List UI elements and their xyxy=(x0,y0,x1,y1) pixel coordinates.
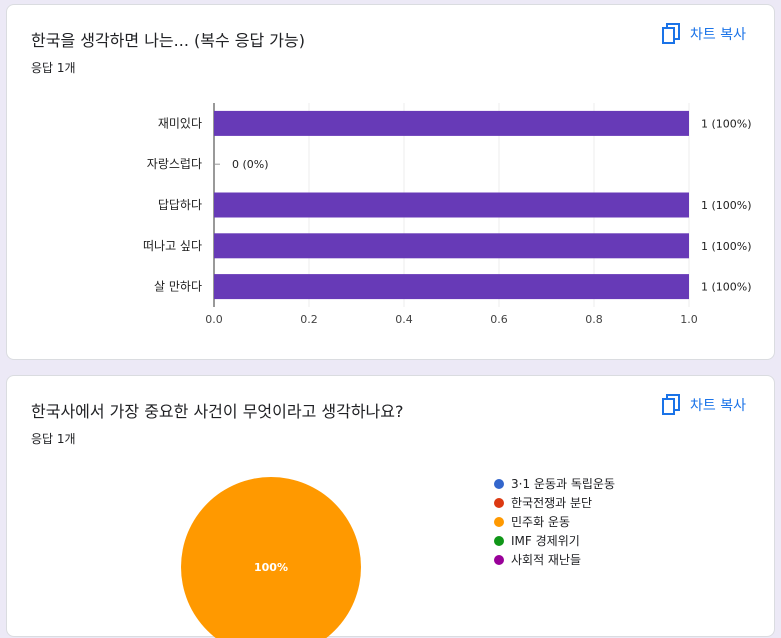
category-label: 자랑스럽다 xyxy=(147,157,202,171)
bar xyxy=(214,274,689,300)
data-label: 1 (100%) xyxy=(701,281,752,294)
legend-label: 사회적 재난들 xyxy=(511,553,582,567)
copy-chart-button[interactable]: 차트 복사 xyxy=(662,23,746,45)
data-label: 1 (100%) xyxy=(701,117,752,130)
response-count: 응답 1개 xyxy=(31,61,76,75)
legend-item: 사회적 재난들 xyxy=(494,550,615,569)
bar xyxy=(214,233,689,259)
question-title: 한국을 생각하면 나는... (복수 응답 가능) xyxy=(31,31,305,50)
category-label: 살 만하다 xyxy=(154,280,202,294)
x-tick-label: 1.0 xyxy=(680,313,698,326)
legend-swatch xyxy=(494,516,504,527)
response-count: 응답 1개 xyxy=(31,432,76,446)
category-label: 떠나고 싶다 xyxy=(143,239,202,253)
data-label: 1 (100%) xyxy=(701,199,752,212)
copy-chart-label: 차트 복사 xyxy=(690,398,746,414)
x-tick-label: 0.8 xyxy=(585,313,603,326)
legend-item: 민주화 운동 xyxy=(494,512,615,531)
pie-slice xyxy=(181,477,361,638)
bar xyxy=(214,110,689,136)
legend-item: IMF 경제위기 xyxy=(494,531,615,550)
bar xyxy=(214,192,689,218)
copy-icon xyxy=(662,394,681,416)
data-label: 0 (0%) xyxy=(232,158,269,171)
legend-swatch xyxy=(494,554,504,565)
legend-label: IMF 경제위기 xyxy=(511,534,580,548)
legend-item: 한국전쟁과 분단 xyxy=(494,493,615,512)
bar-chart: 0.0 0.2 0.4 0.6 0.8 1.0 재미있다 1 (100%) 자랑스럽다 0 (0%… xyxy=(143,103,752,326)
copy-chart-label: 차트 복사 xyxy=(690,27,746,43)
legend-swatch xyxy=(494,535,504,546)
question-card-2: 한국사에서 가장 중요한 사건이 무엇이라고 생각하나요? 응답 1개 차트 복… xyxy=(6,375,775,638)
legend-swatch xyxy=(494,497,504,508)
category-label: 재미있다 xyxy=(158,116,202,130)
x-tick-label: 0.6 xyxy=(490,313,508,326)
slice-label: 100% xyxy=(254,561,288,574)
data-label: 1 (100%) xyxy=(701,240,752,253)
x-tick-label: 0.2 xyxy=(300,313,318,326)
pie-chart: 100% xyxy=(181,477,361,638)
legend-label: 한국전쟁과 분단 xyxy=(511,496,593,510)
question-title: 한국사에서 가장 중요한 사건이 무엇이라고 생각하나요? xyxy=(31,402,404,421)
x-tick-label: 0.4 xyxy=(395,313,413,326)
legend-label: 민주화 운동 xyxy=(511,515,571,529)
legend-swatch xyxy=(494,478,504,489)
copy-chart-button[interactable]: 차트 복사 xyxy=(662,394,746,416)
legend-label: 3·1 운동과 독립운동 xyxy=(511,477,615,491)
x-tick-label: 0.0 xyxy=(205,313,223,326)
legend-item: 3·1 운동과 독립운동 xyxy=(494,474,615,493)
category-label: 답답하다 xyxy=(158,198,202,212)
copy-icon xyxy=(662,23,681,45)
question-card-1: 한국을 생각하면 나는... (복수 응답 가능) 응답 1개 차트 복사 0.… xyxy=(6,4,775,360)
